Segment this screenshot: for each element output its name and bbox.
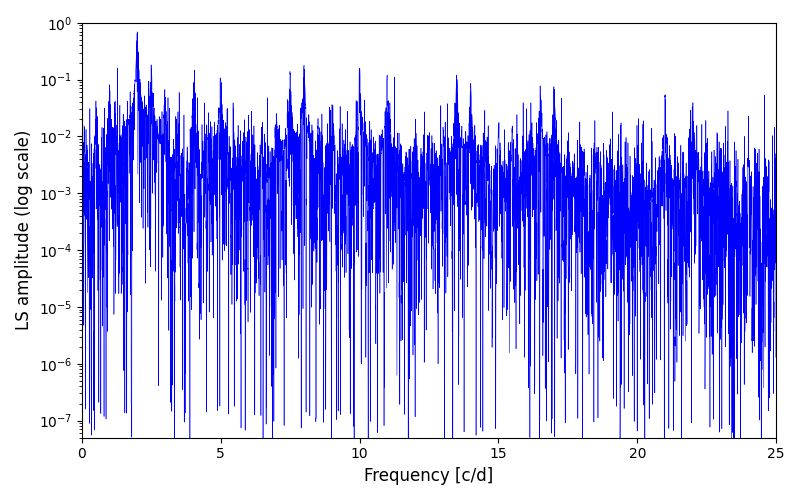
- Y-axis label: LS amplitude (log scale): LS amplitude (log scale): [15, 130, 33, 330]
- X-axis label: Frequency [c/d]: Frequency [c/d]: [364, 467, 494, 485]
